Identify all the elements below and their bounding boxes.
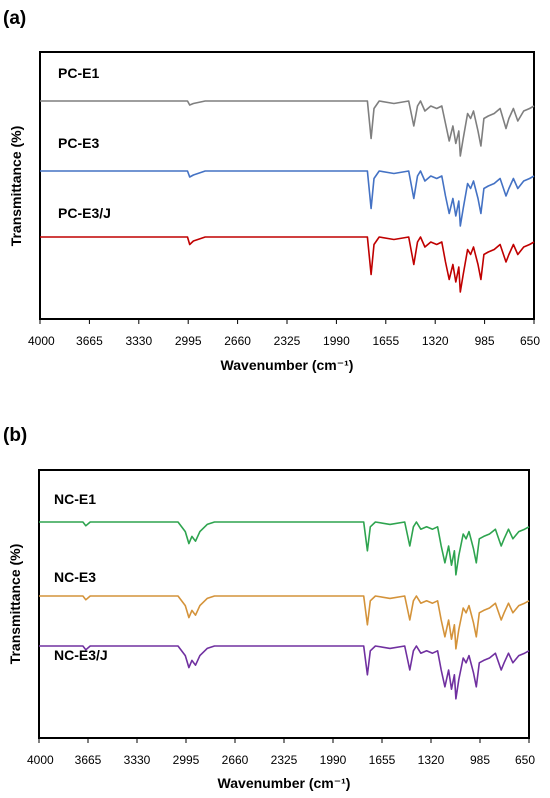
x-tick-label: 1655 (372, 334, 399, 348)
x-tick-label: 1990 (323, 334, 350, 348)
x-tick-label: 3330 (124, 753, 151, 767)
panel-a: (a) PC-E1 PC-E3 PC-E3/J 4000 3665 3330 2995… (3, 8, 540, 373)
x-tick-label: 985 (470, 753, 490, 767)
series-label-nc-e3j: NC-E3/J (54, 647, 108, 663)
series-label-pc-e3: PC-E3 (58, 135, 99, 151)
panel-b-x-ticks: 4000 3665 3330 2995 2660 2325 1990 1655 1320 985 6… (27, 738, 535, 767)
x-tick-label: 1320 (418, 753, 445, 767)
x-tick-label: 650 (520, 334, 540, 348)
panel-b-y-axis-title: Transmittance (%) (7, 544, 23, 665)
x-tick-label: 3330 (125, 334, 152, 348)
x-tick-label: 650 (515, 753, 535, 767)
x-tick-label: 2995 (175, 334, 202, 348)
x-tick-label: 2660 (222, 753, 249, 767)
x-tick-label: 3665 (76, 334, 103, 348)
trace-nc-e1 (39, 521, 530, 576)
x-tick-label: 4000 (27, 753, 54, 767)
x-tick-label: 1990 (320, 753, 347, 767)
series-label-nc-e3: NC-E3 (54, 569, 96, 585)
panel-a-x-ticks: 4000 3665 3330 2995 2660 2325 1990 1655 1320 985 6… (28, 319, 540, 348)
panel-a-traces (40, 100, 535, 293)
trace-nc-e3 (39, 595, 530, 650)
x-tick-label: 4000 (28, 334, 55, 348)
panel-a-x-axis-title: Wavenumber (cm⁻¹) (221, 357, 354, 373)
x-tick-label: 2325 (271, 753, 298, 767)
trace-pc-e3 (40, 170, 535, 227)
series-label-pc-e3j: PC-E3/J (58, 205, 111, 221)
x-tick-label: 3665 (75, 753, 102, 767)
x-tick-label: 1320 (422, 334, 449, 348)
panel-a-y-axis-title: Transmittance (%) (8, 126, 24, 247)
trace-pc-e3-j (40, 236, 535, 293)
series-label-nc-e1: NC-E1 (54, 491, 96, 507)
trace-pc-e1 (40, 100, 535, 157)
x-tick-label: 985 (475, 334, 495, 348)
panel-b-x-axis-title: Wavenumber (cm⁻¹) (218, 775, 351, 791)
x-tick-label: 2995 (173, 753, 200, 767)
panel-b-label: (b) (3, 425, 27, 446)
panel-b-traces (39, 521, 530, 700)
series-label-pc-e1: PC-E1 (58, 65, 99, 81)
panel-a-label: (a) (3, 8, 26, 29)
x-tick-label: 1655 (369, 753, 396, 767)
panel-b: (b) NC-E1 NC-E3 NC-E3/J 4000 3665 3330 2995… (3, 425, 535, 791)
x-tick-label: 2325 (274, 334, 301, 348)
x-tick-label: 2660 (224, 334, 251, 348)
trace-nc-e3-j (39, 645, 530, 700)
